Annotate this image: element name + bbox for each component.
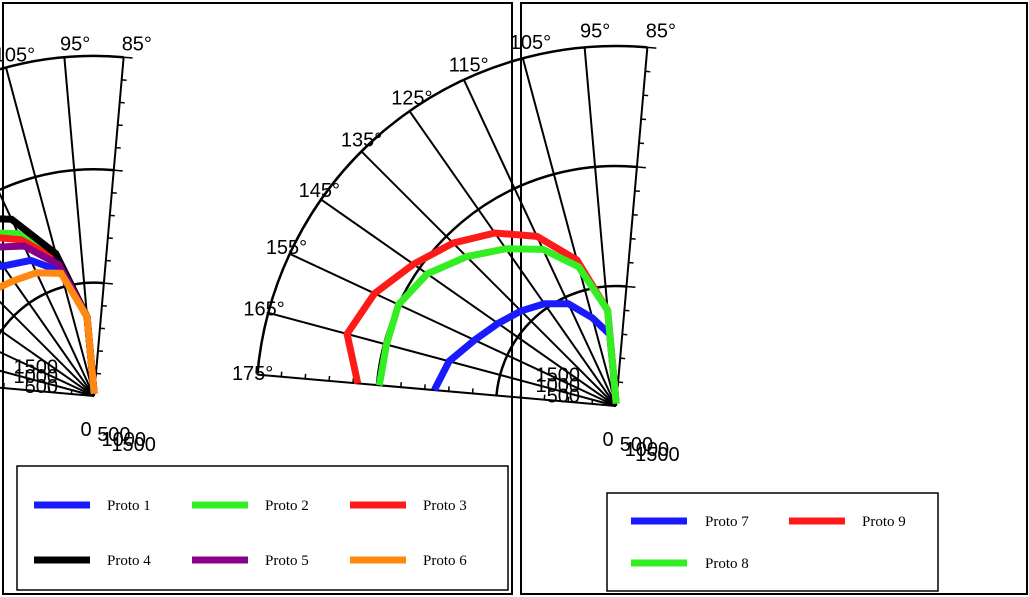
axis-tick — [114, 170, 123, 171]
radial-gridline — [94, 57, 124, 396]
angle-tick-label: 85° — [646, 21, 676, 43]
angle-tick-label: 135° — [341, 130, 382, 152]
series-line-proto-7 — [434, 304, 616, 404]
legend-box — [17, 466, 508, 590]
axis-tick — [626, 286, 635, 287]
x-tick-label: 0 — [602, 429, 613, 451]
axis-tick — [124, 57, 133, 58]
legend-label: Proto 1 — [107, 498, 151, 514]
legend-label: Proto 5 — [265, 553, 309, 569]
radial-gridline — [464, 80, 616, 406]
angle-tick-label: 105° — [510, 32, 551, 54]
y-tick-label: 1500 — [14, 356, 59, 378]
x-tick-label: 1500 — [111, 434, 156, 456]
x-tick-label: 1500 — [635, 444, 680, 466]
legend-label: Proto 3 — [423, 498, 467, 514]
axis-tick — [647, 47, 656, 48]
angle-tick-label: 95° — [580, 21, 610, 43]
legend-label: Proto 4 — [107, 553, 151, 569]
angle-tick-label: 115° — [449, 55, 489, 77]
angle-tick-label: 85° — [122, 34, 152, 56]
angle-tick-label: 105° — [0, 44, 35, 66]
legend-label: Proto 2 — [265, 498, 309, 514]
legend-box — [607, 493, 938, 591]
axis-tick — [637, 167, 646, 168]
legend-label: Proto 8 — [705, 556, 749, 572]
angle-tick-label: 145° — [299, 180, 340, 202]
radial-gridline — [523, 58, 616, 406]
radial-gridline — [616, 47, 647, 406]
legend-label: Proto 6 — [423, 553, 467, 569]
y-tick-label: 1500 — [536, 365, 581, 387]
angle-tick-label: 155° — [266, 237, 307, 259]
legend-label: Proto 9 — [862, 514, 906, 530]
angle-tick-label: 165° — [243, 298, 284, 320]
legend-label: Proto 7 — [705, 514, 749, 530]
axis-tick — [104, 283, 113, 284]
axis-tick — [496, 387, 497, 396]
x-tick-label: 0 — [80, 419, 91, 441]
angle-tick-label: 175° — [232, 363, 273, 385]
angle-tick-label: 125° — [391, 87, 432, 109]
angle-tick-label: 95° — [60, 34, 90, 56]
